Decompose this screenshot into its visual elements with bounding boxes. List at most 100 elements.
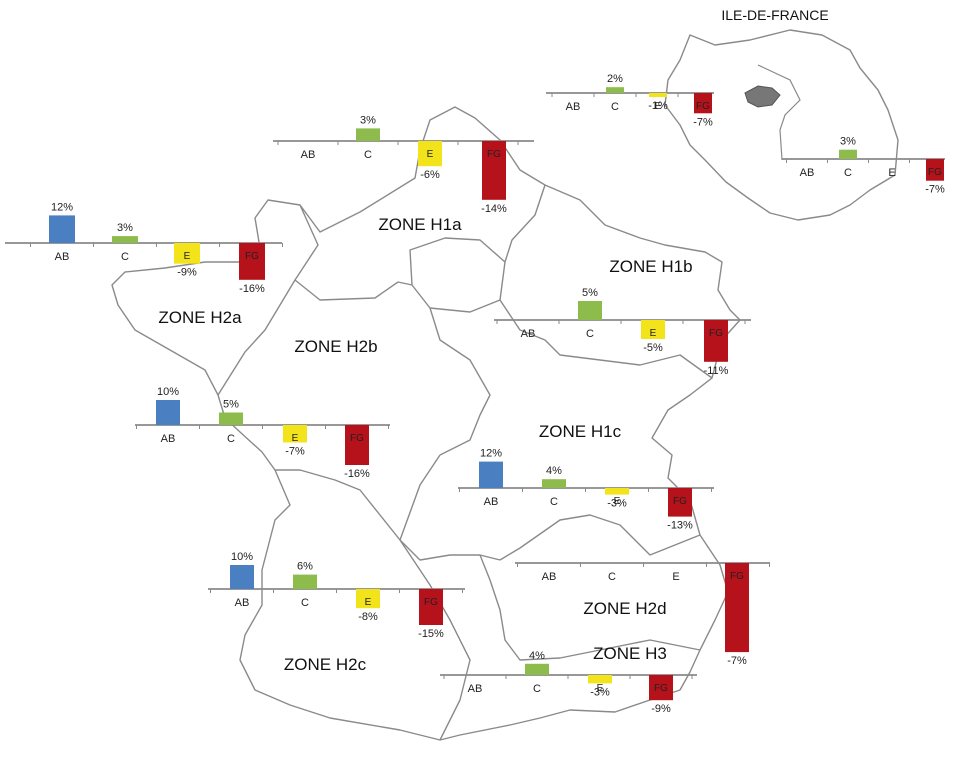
category-label-fg: FG <box>487 149 501 160</box>
zone-border-h2d-h3 <box>479 554 701 661</box>
zone-label-h2a: ZONE H2a <box>158 308 242 327</box>
value-label-ab: 10% <box>231 551 253 563</box>
bar-fg <box>239 243 265 280</box>
value-label-e: -5% <box>643 342 663 354</box>
value-label-c: 4% <box>529 650 545 662</box>
zone-label-h1a: ZONE H1a <box>378 215 462 234</box>
category-label-ab: AB <box>800 167 815 179</box>
category-label-ab: AB <box>521 328 536 340</box>
category-label-e: E <box>365 597 372 608</box>
value-label-fg: -9% <box>651 703 671 715</box>
bar-fg <box>704 320 728 362</box>
category-label-c: C <box>301 597 309 609</box>
category-label-ab: AB <box>235 597 250 609</box>
value-label-fg: -7% <box>727 655 747 667</box>
category-label-c: C <box>586 328 594 340</box>
category-label-ab: AB <box>542 571 557 583</box>
category-label-fg: FG <box>709 328 723 339</box>
value-label-c: 3% <box>360 114 376 126</box>
category-label-fg: FG <box>696 101 710 112</box>
category-label-fg: FG <box>730 571 744 582</box>
bar-e <box>174 243 200 264</box>
bar-chart-3: AB 3% C -6% E -14% FG <box>273 114 534 215</box>
bar-ab <box>156 400 180 425</box>
category-label-ab: AB <box>484 496 499 508</box>
value-label-e: -1% <box>648 100 668 112</box>
bar-ab <box>49 215 75 243</box>
bar-c <box>525 663 549 675</box>
category-label-ab: AB <box>468 683 483 695</box>
bar-chart-1: AB 2% C -1%E -7% FG <box>546 73 714 128</box>
category-label-e: E <box>888 167 895 179</box>
idf-inner-border <box>757 64 801 161</box>
bar-chart-6: 10% AB 5% C -7% E -16% FG <box>135 386 390 480</box>
category-label-e: E <box>184 251 191 262</box>
bar-c <box>356 128 380 141</box>
value-label-e: -8% <box>358 611 378 623</box>
bar-fg <box>926 159 944 181</box>
value-label-c: 2% <box>607 73 623 85</box>
value-label-e: -3% <box>590 686 610 698</box>
bar-c <box>542 479 566 488</box>
category-label-e: E <box>672 571 679 583</box>
category-label-e: E <box>427 149 434 160</box>
category-label-fg: FG <box>245 251 259 262</box>
value-label-fg: -14% <box>481 203 507 215</box>
category-label-ab: AB <box>55 251 70 263</box>
bar-chart-8: 10% AB 6% C -8% E -15% FG <box>208 551 465 640</box>
value-label-fg: -11% <box>704 365 729 377</box>
category-label-c: C <box>227 433 235 445</box>
bar-ab <box>479 461 503 488</box>
category-label-c: C <box>121 251 129 263</box>
bar-e <box>418 141 442 167</box>
category-label-c: C <box>611 101 619 113</box>
bar-c <box>112 236 138 243</box>
zone-border-h1a-h1b <box>504 184 546 263</box>
zone-border-h2b-h1 <box>397 281 491 456</box>
bar-chart-7: 12% AB 4% C -3%E -13% FG <box>458 448 714 532</box>
zone-label-h1b: ZONE H1b <box>609 257 692 276</box>
bar-e <box>283 425 307 443</box>
bar-c <box>578 301 602 320</box>
bar-chart-4: 12% AB 3% C -9% E -16% FG <box>5 201 283 295</box>
zone-border-h1b-h1c <box>499 299 713 379</box>
value-label-c: 6% <box>297 561 313 573</box>
zone-border-idf-hole <box>409 237 506 313</box>
category-label-ab: AB <box>161 433 176 445</box>
bar-e <box>356 589 380 609</box>
value-label-ab: 12% <box>480 448 502 460</box>
value-label-c: 3% <box>840 136 856 148</box>
category-label-fg: FG <box>673 496 687 507</box>
value-label-c: 3% <box>117 222 133 234</box>
category-label-e: E <box>650 328 657 339</box>
category-label-c: C <box>608 571 616 583</box>
bar-fg <box>482 141 506 200</box>
bar-e <box>588 675 612 684</box>
category-label-fg: FG <box>654 683 668 694</box>
category-label-c: C <box>364 149 372 161</box>
zone-border-h2a-h2b <box>217 279 296 396</box>
category-label-fg: FG <box>424 597 438 608</box>
bar-chart-5: AB 5% C -5% E -11% FG <box>494 287 751 377</box>
bar-fg <box>419 589 443 625</box>
value-label-ab: 12% <box>51 201 73 213</box>
bar-c <box>219 412 243 425</box>
value-label-c: 4% <box>546 465 562 477</box>
bar-c <box>293 574 317 589</box>
category-label-fg: FG <box>350 433 364 444</box>
zone-label-h2d: ZONE H2d <box>583 599 666 618</box>
bar-fg <box>345 425 369 465</box>
zone-border-h2b-h2c <box>275 469 401 541</box>
value-label-fg: -16% <box>239 283 265 295</box>
paris-shape <box>744 85 781 108</box>
bar-e <box>605 488 629 495</box>
value-label-c: 5% <box>223 399 239 411</box>
bar-chart-9: AB C E -7% FG <box>515 562 770 667</box>
zone-border-h1c-h2d <box>499 514 701 561</box>
value-label-fg: -13% <box>667 520 693 532</box>
category-label-e: E <box>292 433 299 444</box>
zone-label-h2c: ZONE H2c <box>284 655 367 674</box>
bar-c <box>839 149 857 159</box>
bar-chart-10: AB 4% C -3%E -9% FG <box>440 650 697 715</box>
